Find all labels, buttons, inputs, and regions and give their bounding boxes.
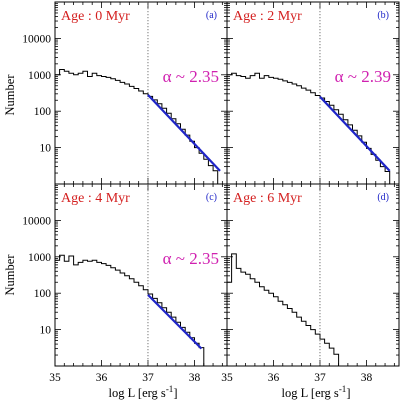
age-label: Age : 6 Myr (233, 191, 302, 206)
y-tick-label: 10000 (22, 33, 51, 45)
alpha-label: α ~ 2.35 (163, 249, 219, 268)
histogram-steps (227, 72, 395, 185)
y-tick-label: 10000 (22, 215, 51, 227)
panel-frame (54, 1, 228, 185)
y-tick-label: 10 (40, 325, 52, 337)
y-axis-label-bottom: Number (3, 254, 17, 296)
x-tick-label: 35 (49, 372, 61, 384)
panel-tag: (c) (206, 192, 217, 203)
x-tick-label: 35 (221, 372, 233, 384)
x-tick-label: 36 (268, 372, 280, 384)
x-tick-label: 37 (314, 372, 326, 384)
y-tick-label: 100 (34, 288, 52, 300)
panels: Age : 0 Myr (a)α ~ 2.3510100100010000Age … (22, 1, 400, 384)
histogram-steps (227, 253, 344, 367)
x-axis-label-right: log L [erg s-1] (282, 384, 351, 400)
x-tick-label: 37 (142, 372, 154, 384)
histogram-steps (55, 69, 223, 185)
panel-c: Age : 4 Myr (c) α ~ 2.35 10 100 1000 10000 35 36… (22, 183, 228, 384)
x-tick-label: 38 (361, 372, 373, 384)
panel-d: Age : 6 Myr (d) 35 36 37 38 (221, 183, 400, 384)
y-tick-label: 1000 (28, 252, 51, 264)
y-tick-label: 100 (34, 106, 52, 118)
panel-frame (226, 183, 400, 367)
x-axis-label-left: log L [erg s-1] (109, 384, 178, 400)
x-tick-label: 38 (189, 372, 201, 384)
age-label: Age : 4 Myr (61, 191, 130, 206)
x-tick-label: 36 (96, 372, 108, 384)
panel-tag: (b) (377, 10, 389, 21)
panel-tag: (d) (377, 192, 389, 203)
power-law-fit-line (319, 95, 391, 172)
y-tick-label: 10 (40, 143, 52, 155)
alpha-label: α ~ 2.39 (335, 67, 391, 86)
panel-frame (54, 183, 228, 367)
panel-b: Age : 2 Myr (b) α ~ 2.39 (226, 1, 400, 185)
age-label: Age : 0 Myr (61, 9, 130, 24)
alpha-label: α ~ 2.35 (163, 67, 219, 86)
histogram-steps (55, 254, 209, 367)
age-label: Age : 2 Myr (233, 9, 302, 24)
panel-tag: (a) (206, 10, 217, 21)
panel-a: Age : 0 Myr (a) α ~ 2.35 10 100 1000 10000 (22, 1, 228, 185)
power-law-fit-line (147, 294, 203, 350)
y-axis-label-top: Number (3, 74, 17, 116)
power-law-fit-line (147, 94, 221, 172)
y-tick-label: 1000 (28, 70, 51, 82)
